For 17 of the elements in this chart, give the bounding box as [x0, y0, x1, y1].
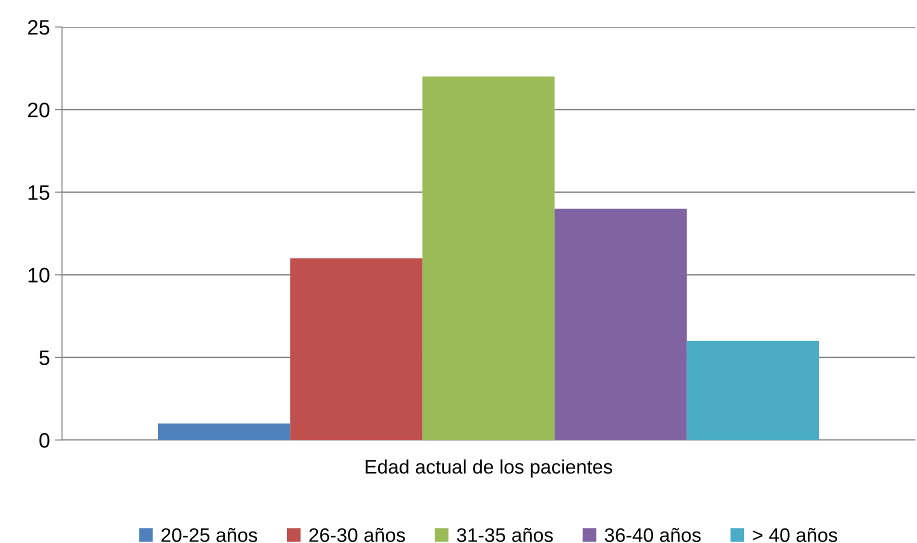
legend-label: > 40 años — [752, 528, 838, 542]
legend-label: 20-25 años — [162, 528, 258, 542]
bar — [158, 423, 290, 440]
bar — [422, 76, 555, 440]
bar — [554, 208, 687, 440]
y-tick-label: 20 — [28, 102, 50, 118]
legend-label: 31-35 años — [456, 528, 553, 542]
x-tick-label: Edad actual de los pacientes — [366, 459, 612, 478]
bar — [686, 340, 820, 440]
y-tick-label: 10 — [28, 268, 50, 283]
legend-label: 26-30 años — [309, 528, 405, 542]
y-tick-label: 15 — [28, 185, 50, 200]
y-tick-label: 25 — [28, 20, 50, 35]
y-tick-label: 0 — [39, 433, 50, 448]
y-tick-label: 5 — [39, 350, 50, 366]
legend-label: 36-40 años — [604, 528, 701, 542]
bar — [290, 258, 422, 440]
